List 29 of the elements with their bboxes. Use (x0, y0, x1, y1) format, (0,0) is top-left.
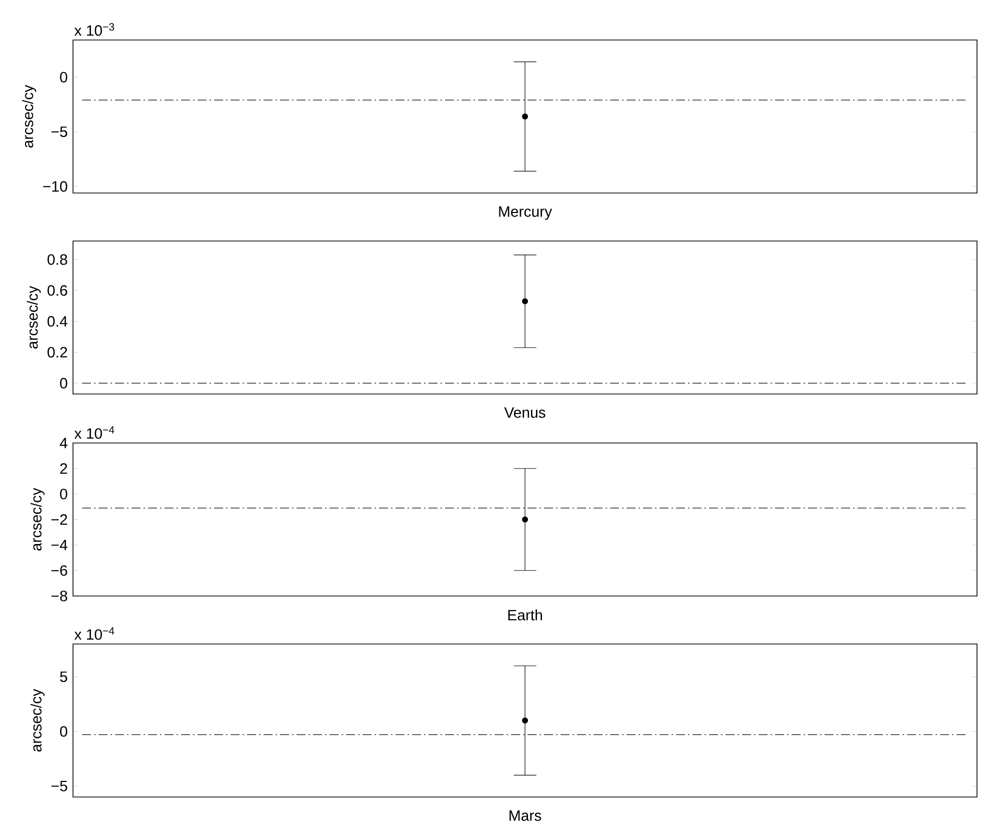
y-tick-label: −6 (51, 565, 68, 576)
y-tick-label: 0 (60, 378, 68, 388)
y-axis-title: arcsec/cy (22, 84, 36, 148)
y-tick-label: 0.2 (48, 346, 68, 358)
y-tick-label: 0.8 (48, 254, 68, 265)
x-axis-title: Earth (508, 609, 542, 620)
y-axis-title: arcsec/cy (30, 488, 45, 551)
y-axis-title: arcsec/cy (30, 688, 45, 752)
y-tick-label: −10 (43, 181, 68, 192)
y-tick-label: −4 (51, 540, 68, 550)
text: x 10$^{−4}$ (74, 426, 114, 439)
x-axis-title: Venus (504, 407, 546, 418)
y-tick-label: 5 (60, 672, 68, 682)
text: x 10$^{−3}$ (74, 23, 114, 36)
y-tick-label: 0 (60, 726, 68, 737)
y-axis-title: arcsec/cy (26, 286, 41, 349)
y-tick-label: 4 (60, 438, 68, 448)
y-tick-label: 2 (60, 463, 68, 474)
y-tick-label: 0.6 (48, 285, 68, 296)
x-axis-title: Mercury (499, 206, 552, 220)
y-tick-label: 0 (60, 488, 68, 500)
y-tick-label: −5 (51, 780, 68, 792)
y-tick-label: −2 (51, 514, 68, 525)
text: x 10$^{−4}$ (74, 627, 114, 640)
y-tick-label: −5 (51, 126, 68, 138)
y-tick-label: 0.4 (48, 316, 68, 327)
y-tick-label: 0 (60, 72, 68, 82)
x-axis-title: Mars (510, 810, 542, 821)
y-tick-label: −8 (51, 590, 68, 602)
